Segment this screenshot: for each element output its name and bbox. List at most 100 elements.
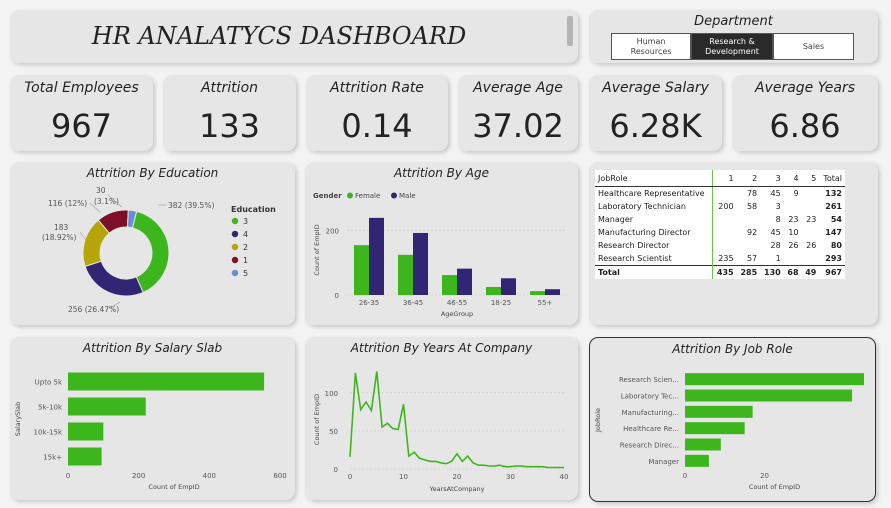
table-cell: Laboratory Technician xyxy=(595,200,713,213)
table-cell: 92 xyxy=(746,228,758,237)
dept-option-label-l2: Resources xyxy=(630,46,672,56)
dashboard-title: HR ANALATYCS DASHBOARD xyxy=(91,22,467,50)
table-header-cell: 4 xyxy=(783,170,802,187)
years-line-chart: 0 50 100 0 10 20 30 40 YearsAtCompany Count of Em… xyxy=(313,371,568,493)
leader-line xyxy=(89,202,101,213)
table-cell: 23 xyxy=(788,215,799,224)
salary-chart-card: Attrition By Salary Slab Upto 5k 5k-10k 10… xyxy=(10,337,295,500)
legend-marker xyxy=(391,192,397,199)
age-bar-chart: Gender Female Male 0 200 26-35 36-45 46-55 18-25… xyxy=(313,192,567,318)
x-tick-label: 0 xyxy=(683,472,687,480)
y-tick-label: 10k-15k xyxy=(34,429,63,437)
y-tick-label: 15k+ xyxy=(43,454,62,462)
legend-marker xyxy=(231,230,239,238)
legend-label: Male xyxy=(399,192,416,200)
donut-slice-4 xyxy=(84,260,144,297)
y-tick-label: Research Direc... xyxy=(620,442,679,450)
kpi-label: Attrition Rate xyxy=(330,80,424,96)
slice-label: (3.1%) xyxy=(94,197,119,206)
table-cell: Manufacturing Director xyxy=(595,226,713,239)
table-cell: 80 xyxy=(830,241,842,250)
kpi-attrition: Attrition 133 xyxy=(163,75,296,151)
bar xyxy=(685,389,853,402)
x-tick-label: 18-25 xyxy=(491,299,511,307)
legend-marker xyxy=(347,192,353,199)
kpi-attrition-rate: Attrition Rate 0.14 xyxy=(306,75,448,151)
kpi-label: Average Age xyxy=(473,80,563,96)
table-cell xyxy=(802,252,820,266)
table-cell: 435 xyxy=(712,265,737,279)
x-tick-label: 55+ xyxy=(538,299,553,307)
table-row: Laboratory Technician 200 58 3 261 xyxy=(595,200,845,213)
bar-female xyxy=(486,286,501,295)
table-cell: 28 xyxy=(770,241,781,250)
legend-label: Female xyxy=(355,192,380,200)
kpi-value: 6.28K xyxy=(609,107,702,145)
slice-label: 382 (39.5%) xyxy=(168,201,214,210)
table-row: Healthcare Representative 78 45 9 132 xyxy=(595,186,845,201)
y-tick-label: Manager xyxy=(648,458,679,466)
dept-option-human-resources[interactable]: Human Resources xyxy=(611,33,691,60)
bar xyxy=(685,405,753,418)
table-cell: 200 xyxy=(718,202,734,211)
table-cell: 58 xyxy=(746,202,758,211)
table-header-cell: 3 xyxy=(760,170,784,187)
y-tick-label: 50 xyxy=(329,428,338,436)
table-header-cell: Total xyxy=(819,170,845,187)
table-cell: 26 xyxy=(806,241,817,250)
bar xyxy=(68,397,146,416)
y-tick-label: 0 xyxy=(335,292,339,300)
legend-marker xyxy=(231,243,239,251)
slice-label: 256 (26.47%) xyxy=(68,305,119,314)
table-cell xyxy=(784,200,802,213)
table-cell: 132 xyxy=(825,189,842,198)
y-tick-label: 200 xyxy=(326,228,339,236)
series-line xyxy=(349,371,564,469)
legend-label: 3 xyxy=(243,217,248,226)
x-tick-label: 400 xyxy=(203,472,216,480)
table-cell: 130 xyxy=(760,265,784,279)
kpi-label: Average Years xyxy=(754,80,856,96)
bar-male xyxy=(545,289,560,295)
y-tick-label: Upto 5k xyxy=(35,379,63,387)
kpi-average-age: Average Age 37.02 xyxy=(458,75,578,151)
dept-option-label-l2: Development xyxy=(705,46,759,56)
dept-option-label-l1: Human xyxy=(636,36,666,46)
table-cell: 293 xyxy=(825,254,842,263)
dept-option-sales[interactable]: Sales xyxy=(773,33,854,60)
jobrole-chart-card: Attrition By Job Role Research Scien... L… xyxy=(589,337,876,502)
y-tick-label: Laboratory Tec... xyxy=(621,393,679,401)
bar xyxy=(685,438,721,451)
kpi-average-salary: Average Salary 6.28K xyxy=(589,75,722,151)
scrollbar[interactable] xyxy=(567,16,573,46)
x-tick-label: 0 xyxy=(66,472,70,480)
years-chart-card: Attrition By Years At Company 0 50 100 0 10 2… xyxy=(305,337,578,500)
table-cell xyxy=(802,226,820,239)
bar xyxy=(685,373,864,386)
bar xyxy=(68,372,265,391)
table-cell: 78 xyxy=(746,189,758,198)
table-cell: Healthcare Representative xyxy=(595,186,713,200)
jobrole-bar-chart: Research Scien... Laboratory Tec... Manufa… xyxy=(594,373,864,491)
x-axis-label: Count of EmpID xyxy=(148,483,199,491)
bar-female xyxy=(442,275,457,295)
chart-title: Attrition By Job Role xyxy=(672,342,793,356)
kpi-average-years: Average Years 6.86 xyxy=(732,75,878,151)
table-row: Manufacturing Director 92 45 10 147 xyxy=(595,226,845,239)
bar-female xyxy=(354,245,369,295)
chart-title: Attrition By Education xyxy=(86,166,219,180)
kpi-label: Attrition xyxy=(200,80,259,96)
table-cell xyxy=(712,187,736,201)
bar-female xyxy=(398,254,413,295)
table-header-cell: 2 xyxy=(736,170,761,187)
dept-option-research-development[interactable]: Research & Development xyxy=(691,33,773,60)
table-row: Research Scientist 235 57 1 293 xyxy=(595,252,845,266)
jobrole-matrix-table: JobRole 1 2 3 4 5 Total Healthcare Representat… xyxy=(595,170,845,279)
table-row: Manager 8 23 23 54 xyxy=(595,213,845,226)
table-cell: 8 xyxy=(775,215,781,224)
table-cell: 23 xyxy=(806,215,817,224)
table-cell: Manager xyxy=(595,213,713,226)
bar xyxy=(685,422,745,435)
y-tick-label: Manufacturing... xyxy=(622,409,679,417)
table-cell: 3 xyxy=(775,202,781,211)
